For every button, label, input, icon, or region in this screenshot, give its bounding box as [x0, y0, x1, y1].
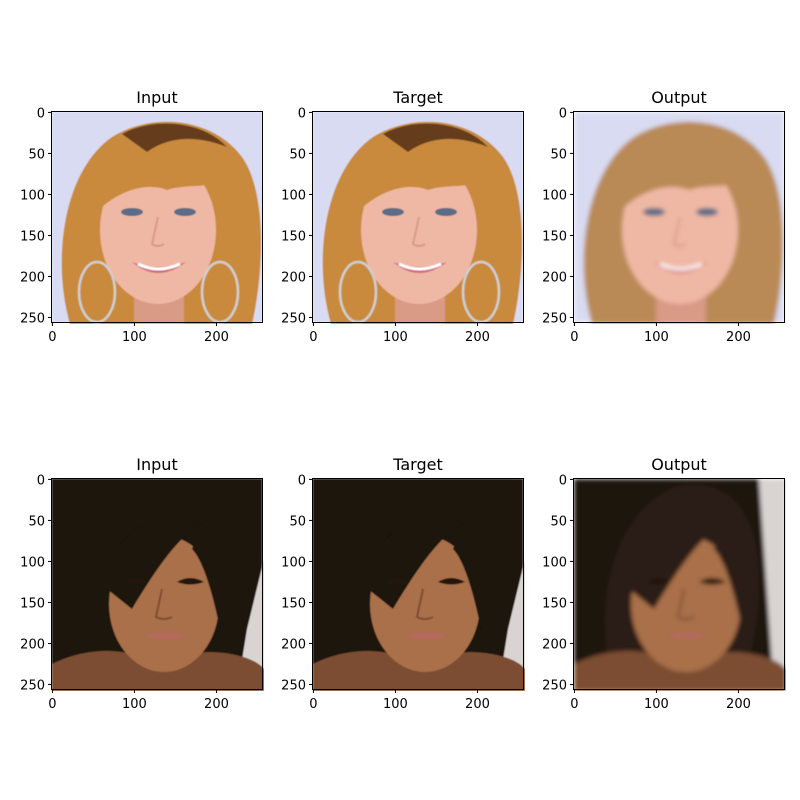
- axes-frame: [573, 478, 785, 690]
- face-photo: [313, 479, 525, 691]
- y-tick-label: 0: [559, 473, 567, 488]
- x-tick-label: 200: [726, 330, 751, 345]
- y-tick-label: 250: [20, 311, 45, 326]
- axes-frame: [51, 478, 263, 690]
- x-tick-label: 0: [309, 330, 317, 345]
- y-tick-label: 250: [20, 678, 45, 693]
- x-tick-label: 200: [465, 330, 490, 345]
- x-tick-label: 0: [570, 330, 578, 345]
- x-tick-label: 200: [204, 330, 229, 345]
- y-tick-label: 50: [28, 147, 45, 162]
- panel-title: Target: [392, 455, 443, 474]
- x-tick-label: 0: [48, 330, 56, 345]
- y-tick-label: 150: [281, 596, 306, 611]
- y-tick-label: 150: [542, 596, 567, 611]
- y-tick-label: 0: [298, 106, 306, 121]
- x-tick-label: 100: [644, 330, 669, 345]
- y-tick-label: 0: [559, 106, 567, 121]
- panel-title: Input: [136, 88, 177, 107]
- y-tick-label: 50: [289, 147, 306, 162]
- face-photo: [574, 112, 784, 324]
- panel-title: Input: [136, 455, 177, 474]
- face-photo: [52, 112, 262, 324]
- x-tick-label: 100: [644, 697, 669, 712]
- x-tick-label: 100: [122, 330, 147, 345]
- x-tick-label: 200: [204, 697, 229, 712]
- y-tick-label: 200: [281, 637, 306, 652]
- y-tick-label: 100: [542, 188, 567, 203]
- y-tick-label: 50: [550, 514, 567, 529]
- x-tick-label: 200: [726, 697, 751, 712]
- y-tick-label: 100: [281, 188, 306, 203]
- x-tick-label: 100: [383, 697, 408, 712]
- y-tick-label: 150: [20, 596, 45, 611]
- face-photo: [313, 112, 523, 324]
- y-tick-label: 100: [542, 555, 567, 570]
- y-tick-label: 200: [281, 270, 306, 285]
- y-tick-label: 250: [542, 311, 567, 326]
- y-tick-label: 200: [542, 637, 567, 652]
- y-tick-label: 200: [542, 270, 567, 285]
- y-tick-label: 200: [20, 637, 45, 652]
- y-tick-label: 150: [20, 229, 45, 244]
- panel-title: Output: [651, 88, 707, 107]
- y-tick-label: 0: [37, 473, 45, 488]
- y-tick-label: 50: [28, 514, 45, 529]
- panel-title: Target: [392, 88, 443, 107]
- y-tick-label: 250: [281, 311, 306, 326]
- y-tick-label: 200: [20, 270, 45, 285]
- axes-frame: [312, 478, 524, 690]
- axes-frame: [312, 111, 524, 323]
- x-tick-label: 100: [383, 330, 408, 345]
- face-photo: [52, 479, 264, 691]
- axes-frame: [573, 111, 785, 323]
- y-tick-label: 250: [281, 678, 306, 693]
- panel-title: Output: [651, 455, 707, 474]
- x-tick-label: 0: [570, 697, 578, 712]
- y-tick-label: 0: [37, 106, 45, 121]
- x-tick-label: 0: [48, 697, 56, 712]
- y-tick-label: 50: [550, 147, 567, 162]
- y-tick-label: 100: [281, 555, 306, 570]
- y-tick-label: 0: [298, 473, 306, 488]
- face-photo: [574, 479, 786, 691]
- x-tick-label: 200: [465, 697, 490, 712]
- x-tick-label: 0: [309, 697, 317, 712]
- y-tick-label: 150: [281, 229, 306, 244]
- y-tick-label: 100: [20, 188, 45, 203]
- y-tick-label: 100: [20, 555, 45, 570]
- x-tick-label: 100: [122, 697, 147, 712]
- y-tick-label: 50: [289, 514, 306, 529]
- axes-frame: [51, 111, 263, 323]
- y-tick-label: 150: [542, 229, 567, 244]
- y-tick-label: 250: [542, 678, 567, 693]
